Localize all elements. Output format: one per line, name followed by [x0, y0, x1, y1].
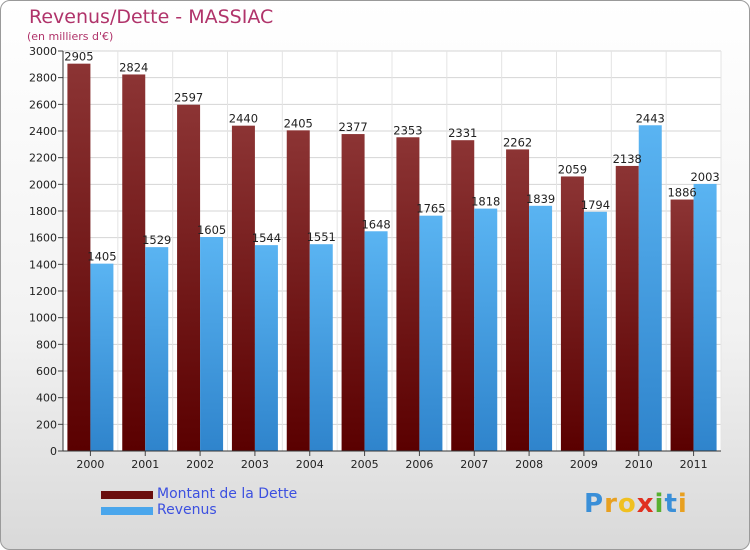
data-label-debt: 2138 — [613, 152, 642, 166]
y-tick-label: 1400 — [29, 258, 57, 271]
bar-revenus — [638, 125, 662, 452]
data-label-debt: 2353 — [393, 123, 422, 137]
bar-revenus — [90, 263, 114, 451]
bar-revenus — [309, 244, 333, 451]
bar-revenus — [529, 205, 553, 451]
bar-debt — [177, 104, 201, 451]
bar-revenus — [364, 231, 388, 451]
bar-debt — [231, 125, 255, 452]
logo-letter: r — [604, 489, 618, 519]
y-tick-label: 2400 — [29, 125, 57, 138]
data-label-revenus: 1839 — [526, 192, 555, 206]
logo-letter: o — [617, 489, 637, 519]
bar-revenus — [200, 237, 224, 451]
y-tick-label: 1800 — [29, 205, 57, 218]
y-tick-label: 1200 — [29, 285, 57, 298]
bar-debt — [341, 134, 365, 452]
bar-debt — [122, 74, 146, 451]
bar-debt — [560, 176, 584, 451]
logo-letter: t — [664, 489, 678, 519]
x-tick-label: 2011 — [680, 458, 708, 471]
data-label-revenus: 2443 — [636, 111, 665, 125]
bar-revenus — [145, 247, 169, 451]
bar-debt — [506, 149, 530, 451]
logo-letter: x — [636, 489, 655, 519]
bar-debt — [67, 63, 91, 452]
y-tick-label: 2000 — [29, 178, 57, 191]
data-label-revenus: 1794 — [581, 198, 610, 212]
legend-label-debt: Montant de la Dette — [157, 486, 298, 502]
logo-letter: i — [677, 489, 688, 519]
bar-revenus — [474, 208, 498, 451]
data-label-debt: 1886 — [667, 186, 696, 200]
x-tick-label: 2004 — [296, 458, 324, 471]
data-label-debt: 2262 — [503, 135, 532, 149]
data-label-revenus: 1605 — [197, 223, 226, 237]
data-label-revenus: 1765 — [416, 202, 445, 216]
x-tick-label: 2003 — [241, 458, 269, 471]
bar-debt — [451, 140, 475, 451]
data-label-debt: 2597 — [174, 91, 203, 105]
x-tick-label: 2007 — [460, 458, 488, 471]
data-label-revenus: 1544 — [252, 231, 281, 245]
bar-revenus — [693, 183, 717, 451]
data-label-revenus: 1818 — [471, 195, 500, 209]
data-label-revenus: 1529 — [142, 233, 171, 247]
chart-title: Revenus/Dette - MASSIAC — [29, 6, 274, 28]
data-label-debt: 2059 — [558, 162, 587, 176]
x-tick-label: 2000 — [76, 458, 104, 471]
data-label-debt: 2331 — [448, 126, 477, 140]
y-tick-label: 3000 — [29, 45, 57, 58]
x-tick-label: 2005 — [351, 458, 379, 471]
bar-debt — [670, 199, 694, 451]
bar-debt — [286, 130, 310, 452]
y-tick-label: 0 — [50, 445, 57, 458]
x-tick-label: 2002 — [186, 458, 214, 471]
bar-debt — [615, 165, 639, 451]
data-label-revenus: 1648 — [361, 217, 390, 231]
y-tick-label: 1600 — [29, 232, 57, 245]
y-tick-label: 2800 — [29, 72, 57, 85]
bar-revenus — [583, 211, 607, 451]
data-label-debt: 2824 — [119, 60, 148, 74]
y-tick-label: 800 — [36, 338, 57, 351]
bar-revenus — [254, 245, 278, 451]
legend-label-revenus: Revenus — [157, 502, 217, 518]
y-tick-label: 600 — [36, 365, 57, 378]
x-tick-label: 2008 — [515, 458, 543, 471]
y-tick-label: 2200 — [29, 152, 57, 165]
data-label-debt: 2405 — [284, 116, 313, 130]
data-label-revenus: 2003 — [690, 170, 719, 184]
legend-swatch-revenus — [101, 507, 153, 515]
x-tick-label: 2001 — [131, 458, 159, 471]
y-tick-label: 2600 — [29, 98, 57, 111]
y-tick-label: 200 — [36, 418, 57, 431]
logo-letter: P — [584, 489, 605, 519]
data-label-debt: 2440 — [229, 112, 258, 126]
chart-subtitle: (en milliers d'€) — [27, 30, 114, 43]
x-tick-label: 2010 — [625, 458, 653, 471]
y-tick-label: 1000 — [29, 312, 57, 325]
bar-revenus — [419, 215, 443, 451]
data-label-debt: 2905 — [64, 50, 93, 64]
proxiti-logo: Proxiti — [584, 489, 688, 519]
legend-swatch-debt — [101, 491, 153, 499]
y-tick-label: 400 — [36, 392, 57, 405]
data-label-debt: 2377 — [338, 120, 367, 134]
bar-debt — [396, 137, 420, 451]
x-tick-label: 2006 — [405, 458, 433, 471]
data-label-revenus: 1551 — [307, 230, 336, 244]
logo-letter: i — [654, 489, 665, 519]
x-tick-label: 2009 — [570, 458, 598, 471]
data-label-revenus: 1405 — [87, 250, 116, 264]
